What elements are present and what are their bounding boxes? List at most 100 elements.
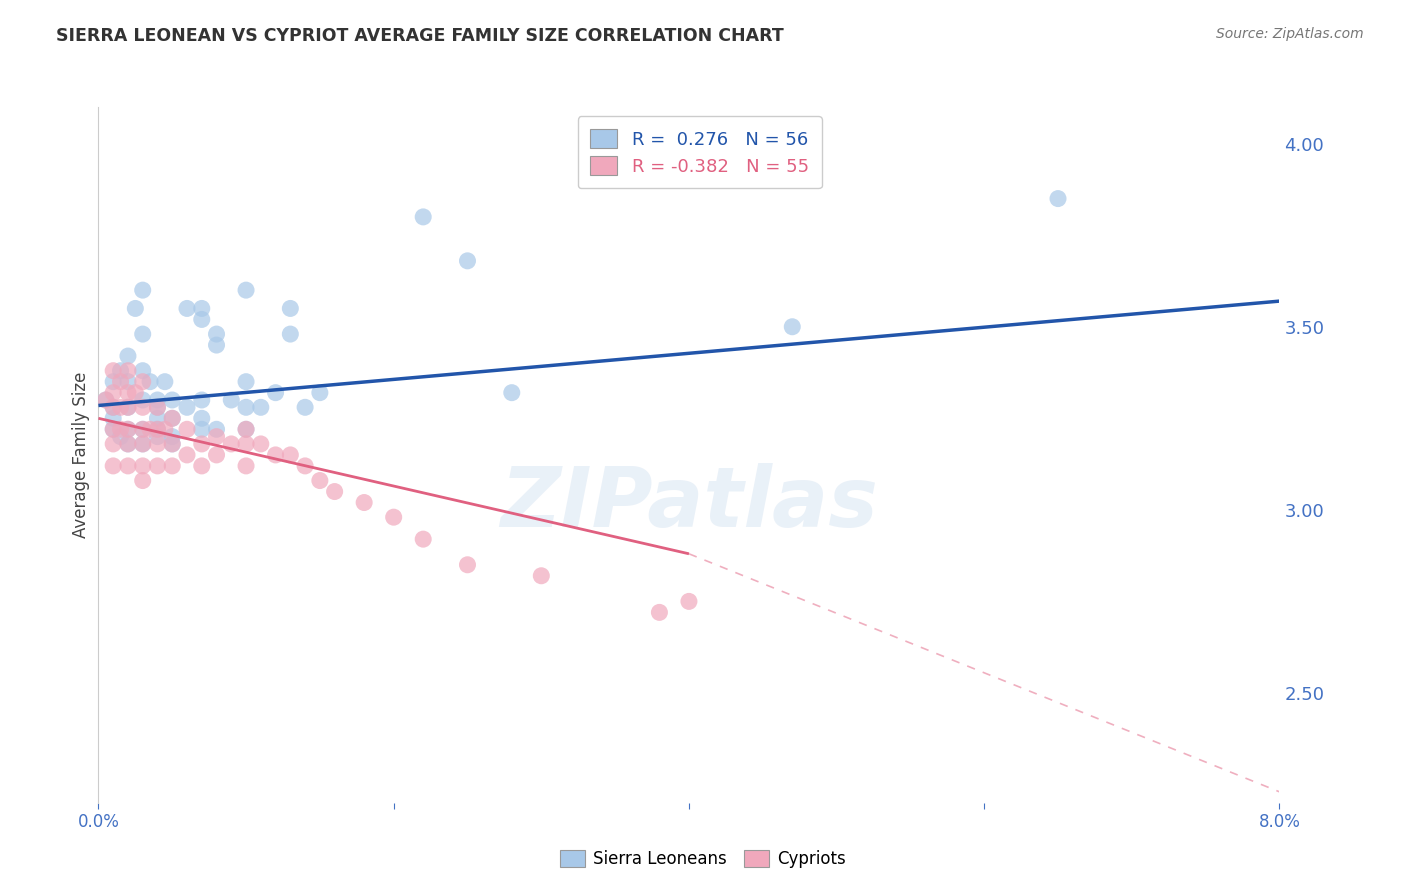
Point [146, 401, 169, 415]
Legend: R =  0.276   N = 56, R = -0.382   N = 55: R = 0.276 N = 56, R = -0.382 N = 55 [578, 116, 821, 188]
Point [191, 422, 214, 436]
Point [205, 429, 228, 443]
Point [250, 437, 273, 451]
Point [235, 283, 257, 297]
Text: Source: ZipAtlas.com: Source: ZipAtlas.com [1216, 27, 1364, 41]
Point [94, 392, 117, 407]
Point [103, 401, 125, 415]
Point [162, 429, 183, 443]
Point [117, 385, 139, 400]
Point [782, 319, 804, 334]
Point [132, 458, 155, 473]
Point [110, 401, 132, 415]
Point [235, 375, 257, 389]
Point [278, 448, 302, 462]
Point [176, 301, 198, 316]
Point [278, 301, 302, 316]
Point [235, 458, 257, 473]
Point [191, 312, 214, 326]
Point [162, 411, 183, 425]
Point [191, 437, 214, 451]
Point [162, 437, 183, 451]
Point [110, 375, 132, 389]
Point [132, 422, 155, 436]
Point [235, 422, 257, 436]
Point [146, 429, 169, 443]
Point [205, 338, 228, 352]
Point [103, 458, 125, 473]
Point [456, 253, 478, 268]
Point [103, 422, 125, 436]
Point [132, 437, 155, 451]
Point [103, 375, 125, 389]
Point [132, 364, 155, 378]
Point [162, 411, 183, 425]
Point [176, 422, 198, 436]
Point [139, 422, 162, 436]
Point [117, 375, 139, 389]
Point [191, 458, 214, 473]
Point [146, 411, 169, 425]
Point [382, 510, 405, 524]
Point [162, 458, 183, 473]
Point [153, 375, 176, 389]
Point [124, 385, 146, 400]
Point [250, 401, 273, 415]
Point [191, 411, 214, 425]
Point [110, 429, 132, 443]
Point [323, 484, 346, 499]
Point [530, 568, 553, 582]
Point [219, 392, 242, 407]
Point [117, 349, 139, 363]
Point [501, 385, 523, 400]
Point [412, 210, 434, 224]
Point [132, 283, 155, 297]
Point [146, 422, 169, 436]
Point [264, 448, 287, 462]
Point [139, 375, 162, 389]
Point [117, 422, 139, 436]
Point [235, 401, 257, 415]
Point [205, 422, 228, 436]
Point [264, 385, 287, 400]
Point [648, 606, 671, 620]
Point [117, 422, 139, 436]
Point [205, 327, 228, 342]
Point [117, 458, 139, 473]
Point [110, 364, 132, 378]
Point [103, 437, 125, 451]
Point [103, 401, 125, 415]
Point [146, 422, 169, 436]
Point [162, 392, 183, 407]
Point [117, 437, 139, 451]
Point [278, 327, 302, 342]
Point [308, 474, 332, 488]
Point [412, 532, 434, 546]
Point [1046, 192, 1069, 206]
Point [132, 327, 155, 342]
Point [162, 437, 183, 451]
Point [146, 458, 169, 473]
Point [132, 474, 155, 488]
Point [117, 437, 139, 451]
Point [294, 401, 316, 415]
Point [205, 448, 228, 462]
Text: SIERRA LEONEAN VS CYPRIOT AVERAGE FAMILY SIZE CORRELATION CHART: SIERRA LEONEAN VS CYPRIOT AVERAGE FAMILY… [56, 27, 785, 45]
Legend: Sierra Leoneans, Cypriots: Sierra Leoneans, Cypriots [554, 843, 852, 875]
Point [132, 401, 155, 415]
Point [103, 364, 125, 378]
Point [103, 411, 125, 425]
Point [294, 458, 316, 473]
Point [132, 437, 155, 451]
Point [124, 301, 146, 316]
Point [191, 301, 214, 316]
Point [117, 401, 139, 415]
Point [176, 448, 198, 462]
Point [191, 392, 214, 407]
Point [456, 558, 478, 572]
Point [235, 422, 257, 436]
Point [153, 422, 176, 436]
Point [219, 437, 242, 451]
Point [132, 422, 155, 436]
Y-axis label: Average Family Size: Average Family Size [72, 372, 90, 538]
